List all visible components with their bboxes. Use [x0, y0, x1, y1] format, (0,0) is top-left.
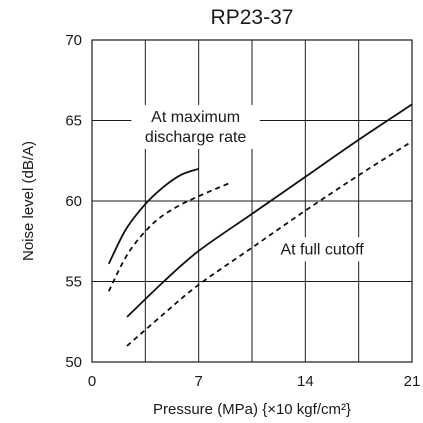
y-tick-labels: 50 55 60 65 70: [65, 32, 82, 371]
series-line-0: [107, 167, 200, 265]
chart-title: RP23-37: [211, 6, 294, 29]
x-tick-label-1: 7: [194, 373, 202, 390]
annotation-1: At full cutoff: [257, 237, 387, 262]
y-tick-label-4: 70: [65, 32, 82, 49]
y-tick-label-2: 60: [65, 193, 82, 210]
annotation-text-0-1: discharge rate: [145, 129, 246, 146]
data-series: [107, 103, 413, 347]
x-tick-label-2: 14: [297, 373, 314, 390]
annotation-0: At maximum discharge rate: [131, 104, 260, 149]
series-line-3: [126, 140, 413, 347]
y-tick-label-3: 65: [65, 113, 82, 130]
plot-frame: [91, 39, 413, 363]
y-tick-label-1: 55: [65, 274, 82, 291]
grid-lines: [91, 39, 413, 363]
annotation-text-1-0: At full cutoff: [280, 241, 364, 258]
y-tick-label-0: 50: [65, 354, 82, 371]
series-line-2: [126, 103, 413, 318]
annotations: At maximum discharge rate At full cutoff: [131, 104, 387, 262]
annotation-backdrop-0: [131, 104, 260, 149]
y-axis-label: Noise level (dB/A): [20, 141, 37, 261]
x-tick-label-3: 21: [404, 373, 421, 390]
x-tick-labels: 0 7 14 21: [88, 373, 421, 390]
series-line-1: [107, 182, 230, 292]
annotation-text-0-0: At maximum: [151, 109, 240, 126]
annotation-backdrop-1: [257, 237, 387, 262]
x-axis-label: Pressure (MPa) {×10 kgf/cm²}: [153, 401, 351, 418]
x-tick-label-0: 0: [88, 373, 96, 390]
